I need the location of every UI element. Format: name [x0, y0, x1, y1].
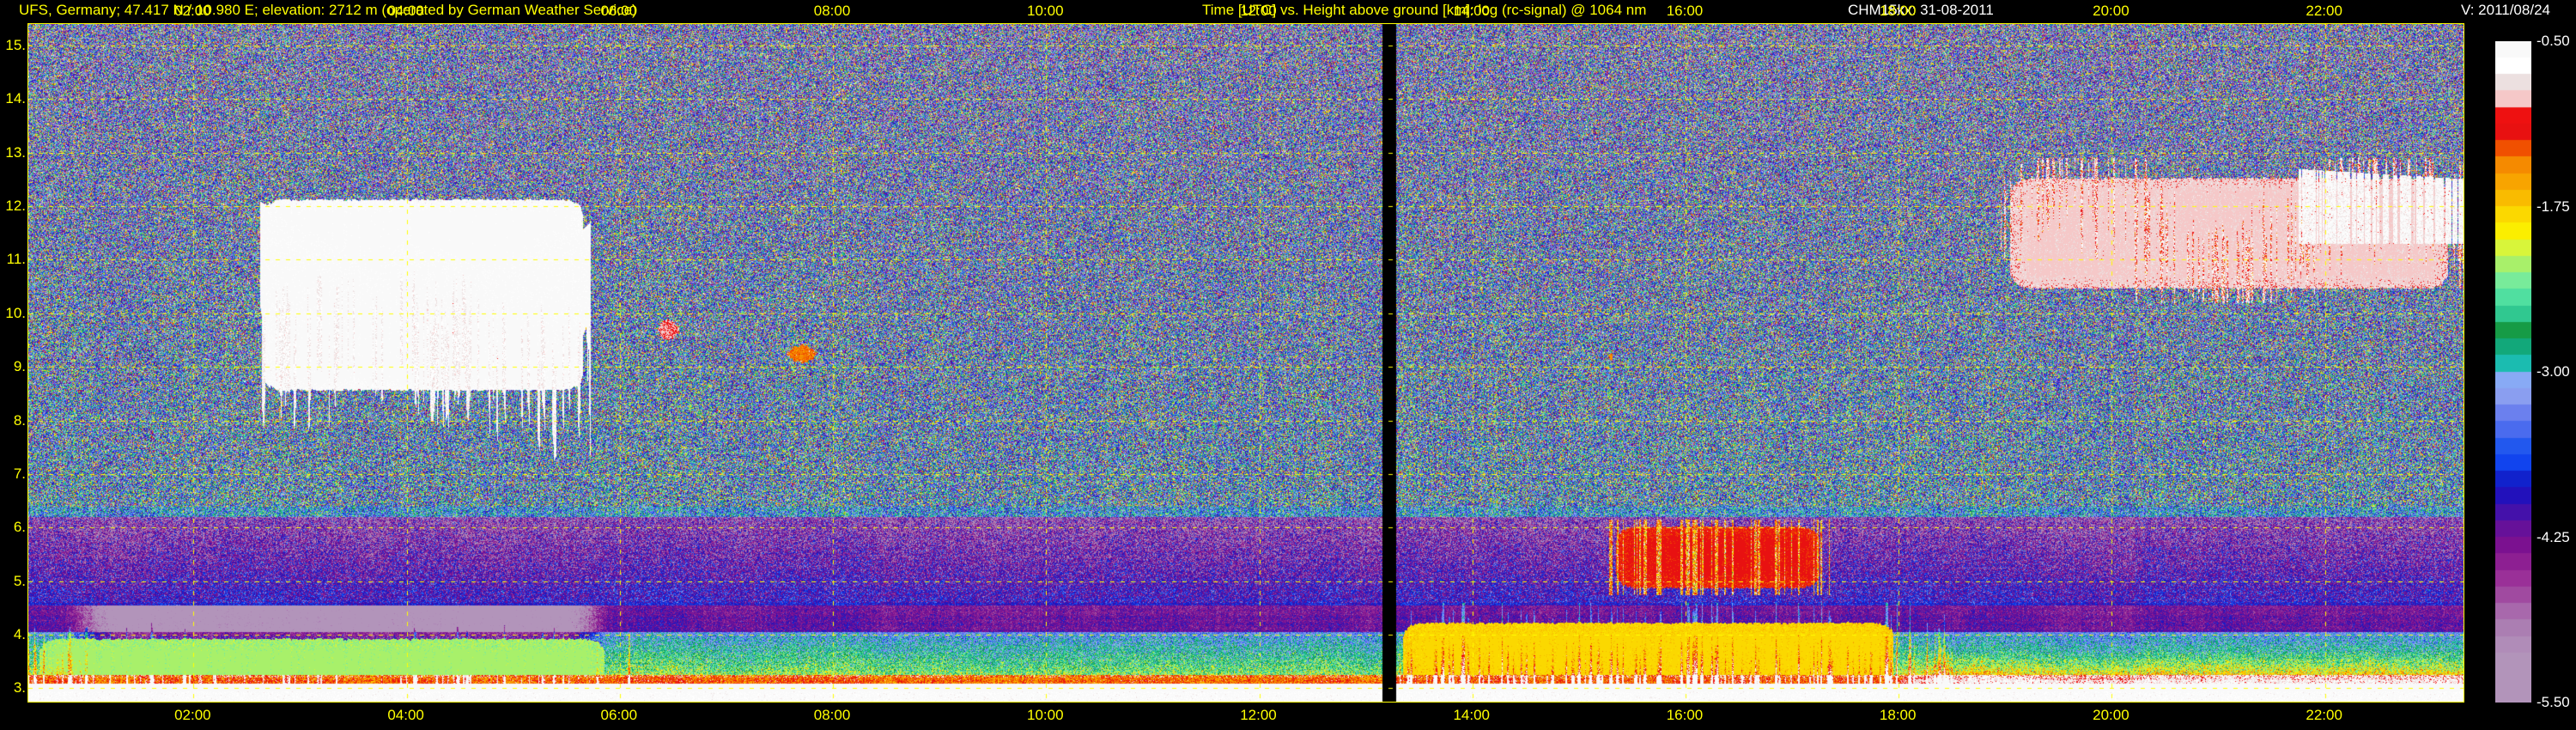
- y-tick-label: 11.: [6, 251, 26, 268]
- x-tick-label-top: 18:00: [1879, 3, 1917, 19]
- x-tick-label-top: 14:00: [1453, 3, 1490, 19]
- x-tick-label-bottom: 16:00: [1666, 707, 1704, 723]
- x-tick-label-bottom: 04:00: [387, 707, 424, 723]
- header-version: V: 2011/08/24: [2461, 2, 2550, 18]
- y-tick-label: 3.: [13, 679, 26, 697]
- x-tick-label-top: 22:00: [2306, 3, 2342, 19]
- y-tick-label: 10.: [5, 304, 26, 321]
- x-tick-label-bottom: 10:00: [1027, 707, 1064, 723]
- x-tick-label-bottom: 12:00: [1240, 707, 1277, 723]
- heatmap-canvas: [28, 24, 2464, 702]
- colorbar: [2495, 41, 2531, 703]
- x-tick-label-top: 06:00: [600, 3, 638, 19]
- header-instrument-date: CHM15kx: 31-08-2011: [1848, 2, 1994, 18]
- x-tick-label-top: 10:00: [1027, 3, 1064, 19]
- y-tick-label: 5.: [13, 572, 26, 589]
- x-tick-label-top: 04:00: [387, 3, 424, 19]
- y-tick-label: 13.: [5, 143, 26, 161]
- y-tick-label: 9.: [13, 358, 26, 375]
- header-axis-info: Time [UTC] vs. Height above ground [km]:…: [1202, 2, 1647, 18]
- backscatter-heatmap-plot: [27, 23, 2464, 703]
- header-bar: UFS, Germany; 47.417 N / 10.980 E; eleva…: [0, 0, 2576, 21]
- header-site-info: UFS, Germany; 47.417 N / 10.980 E; eleva…: [19, 2, 637, 18]
- x-tick-label-bottom: 18:00: [1879, 707, 1917, 723]
- y-tick-label: 8.: [13, 411, 26, 429]
- x-tick-label-top: 08:00: [813, 3, 851, 19]
- x-tick-label-bottom: 02:00: [174, 707, 211, 723]
- colorbar-canvas: [2495, 41, 2531, 703]
- x-tick-label-bottom: 06:00: [600, 707, 638, 723]
- y-tick-label: 14.: [5, 90, 26, 107]
- colorbar-tick-label: -3.00: [2537, 363, 2570, 380]
- y-tick-label: 15.: [5, 36, 26, 53]
- x-tick-label-top: 12:00: [1240, 3, 1277, 19]
- colorbar-tick-label: -5.50: [2537, 694, 2570, 710]
- x-tick-label-top: 16:00: [1666, 3, 1704, 19]
- y-tick-label: 6.: [13, 519, 26, 536]
- colorbar-tick-label: -0.50: [2537, 33, 2570, 49]
- y-tick-label: 12.: [5, 198, 26, 215]
- colorbar-tick-label: -1.75: [2537, 198, 2570, 215]
- y-tick-label: 4.: [13, 626, 26, 643]
- colorbar-tick-label: -4.25: [2537, 528, 2570, 545]
- x-tick-label-bottom: 14:00: [1453, 707, 1490, 723]
- x-tick-label-bottom: 08:00: [813, 707, 851, 723]
- x-tick-label-bottom: 22:00: [2306, 707, 2342, 723]
- x-tick-label-top: 02:00: [174, 3, 211, 19]
- y-tick-label: 7.: [13, 465, 26, 482]
- x-tick-label-bottom: 20:00: [2093, 707, 2129, 723]
- x-tick-label-top: 20:00: [2093, 3, 2129, 19]
